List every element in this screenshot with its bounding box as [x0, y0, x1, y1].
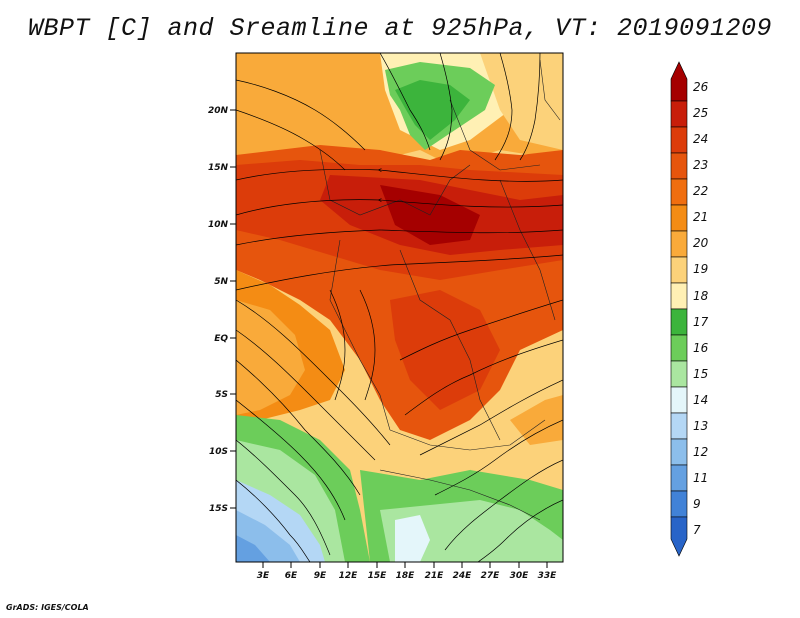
colorbar-label: 9 [693, 497, 701, 511]
lon-label: 27E [481, 571, 501, 581]
colorbar: 26 25 24 23 22 21 20 19 18 17 16 15 14 1… [670, 61, 709, 557]
lat-label: 15S [209, 504, 228, 514]
lon-label: 3E [257, 571, 270, 581]
lat-label: 5S [215, 390, 228, 400]
colorbar-label: 12 [693, 445, 708, 459]
colorbar-label: 20 [693, 236, 709, 250]
colorbar-label: 22 [693, 184, 708, 198]
colorbar-label: 17 [693, 315, 709, 329]
colorbar-segment [670, 412, 688, 440]
colorbar-segments [670, 61, 688, 557]
colorbar-segment [670, 334, 688, 362]
lon-label: 30E [510, 571, 530, 581]
lon-label: 12E [339, 571, 359, 581]
lat-label: 20N [208, 106, 229, 116]
colorbar-label: 16 [693, 341, 709, 355]
lat-label: 10N [208, 220, 229, 230]
colorbar-segment [670, 126, 688, 154]
colorbar-label: 13 [693, 419, 708, 433]
lon-label: 6E [285, 571, 298, 581]
colorbar-segment [670, 230, 688, 258]
colorbar-segment [670, 516, 688, 557]
wbpt-field [236, 53, 563, 562]
colorbar-label: 14 [693, 393, 708, 407]
colorbar-segment [670, 178, 688, 206]
lat-label: 5N [214, 277, 228, 287]
latitude-axis: 20N 15N 10N 5N EQ 5S 10S 15S [208, 106, 236, 514]
colorbar-segment [670, 61, 688, 102]
lon-label: 21E [425, 571, 445, 581]
colorbar-segment [670, 152, 688, 180]
colorbar-segment [670, 386, 688, 414]
colorbar-segment [670, 204, 688, 232]
colorbar-label: 7 [693, 523, 701, 537]
colorbar-label: 25 [693, 106, 708, 120]
credit-text: GrADS: IGES/COLA [6, 603, 89, 612]
lat-label: 10S [209, 447, 228, 457]
colorbar-label: 24 [693, 132, 708, 146]
colorbar-segment [670, 360, 688, 388]
colorbar-label: 23 [693, 158, 708, 172]
colorbar-segment [670, 490, 688, 518]
lon-label: 9E [314, 571, 327, 581]
colorbar-label: 18 [693, 289, 709, 303]
colorbar-segment [670, 464, 688, 492]
lon-label: 24E [453, 571, 473, 581]
colorbar-label: 15 [693, 367, 708, 381]
colorbar-label: 26 [693, 80, 709, 94]
lon-label: 33E [538, 571, 558, 581]
colorbar-segment [670, 100, 688, 128]
streamlines [236, 53, 563, 562]
lon-label: 15E [368, 571, 388, 581]
colorbar-label: 21 [693, 210, 708, 224]
colorbar-segment [670, 282, 688, 310]
colorbar-label: 19 [693, 262, 708, 276]
map-frame [235, 52, 564, 563]
lat-label: 15N [208, 163, 229, 173]
colorbar-segment [670, 308, 688, 336]
chart-title: WBPT [C] and Sreamline at 925hPa, VT: 20… [27, 14, 773, 43]
colorbar-segment [670, 256, 688, 284]
lat-label: EQ [214, 334, 228, 344]
colorbar-segment [670, 438, 688, 466]
lon-label: 18E [396, 571, 416, 581]
colorbar-label: 11 [693, 471, 708, 485]
longitude-axis: 3E 6E 9E 12E 15E 18E 21E 24E 27E 30E 33E [257, 562, 557, 581]
